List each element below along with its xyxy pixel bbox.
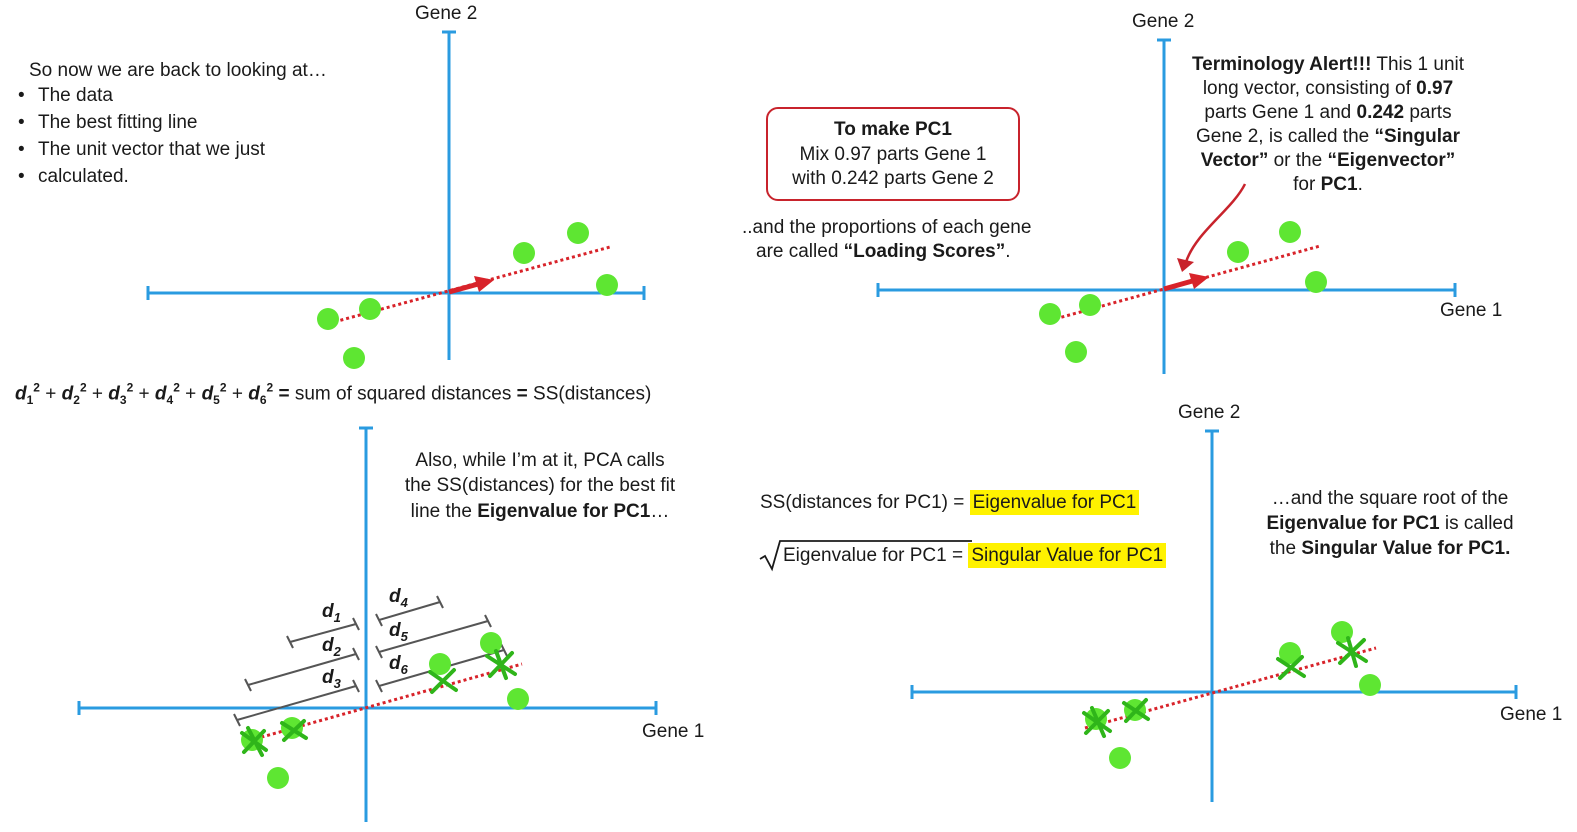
box-title: To make PC1 [834, 119, 952, 140]
panel-top-right [876, 38, 1457, 374]
singular-note-line: …and the square root of the [1271, 488, 1509, 509]
x-mark [1336, 636, 1368, 668]
data-point [343, 347, 365, 369]
data-point [513, 242, 535, 264]
alert-line: long vector, consisting of 0.97 [1202, 78, 1454, 99]
data-point [1359, 674, 1381, 696]
sqrt-symbol [759, 540, 972, 572]
data-point [1227, 241, 1249, 263]
box-line: with 0.242 parts Gene 2 [792, 168, 994, 189]
bracket-d2 [244, 647, 360, 692]
data-point [1079, 294, 1101, 316]
bullet-item: The unit vector that we just [16, 136, 265, 163]
x-axis-label: Gene 1 [1440, 300, 1503, 321]
data-point [1279, 642, 1301, 664]
alert-line: Gene 2, is called the “Singular [1195, 126, 1460, 147]
x-mark [485, 649, 517, 680]
formula-middle: sum of squared distances [289, 383, 517, 405]
ss-formula: d12 + d22 + d32 + d42 + d52 + d62 = sum … [15, 381, 652, 408]
unit-vector-arrow [448, 280, 483, 295]
unit-vector-arrowhead [474, 276, 494, 292]
bullet-item: The best fitting line [16, 109, 265, 136]
data-point [359, 298, 381, 320]
unit-vector-arrow [1163, 277, 1197, 292]
singular-value-equation: Eigenvalue for PC1 = Singular Value for … [783, 543, 1167, 568]
data-point [1279, 221, 1301, 243]
y-axis [1205, 429, 1219, 802]
data-point [1065, 341, 1087, 363]
data-point [480, 632, 502, 654]
data-point [596, 274, 618, 296]
data-point [1305, 271, 1327, 293]
bullet-item: The data [16, 82, 265, 109]
label-d1: d1 [322, 601, 341, 625]
x-mark [428, 668, 458, 694]
data-point [507, 688, 529, 710]
label-d3: d3 [322, 667, 342, 691]
loading-text-line1: ..and the proportions of each gene [742, 217, 1032, 238]
bullet-list: The data The best fitting line The unit … [16, 82, 265, 190]
box-line: Mix 0.97 parts Gene 1 [799, 144, 987, 165]
data-point [567, 222, 589, 244]
x-axis-label: Gene 1 [642, 721, 705, 742]
x-mark [240, 726, 268, 757]
x-axis [146, 286, 646, 300]
alert-line: parts Gene 1 and 0.242 parts [1204, 102, 1452, 123]
singular-note-line: the Singular Value for PC1. [1269, 538, 1511, 559]
data-point [1039, 303, 1061, 325]
data-point [1109, 747, 1131, 769]
alert-line: Vector” or the “Eigenvector” [1200, 150, 1456, 171]
eigenvalue-highlight: Eigenvalue for PC1 [969, 490, 1140, 515]
data-point [317, 308, 339, 330]
singular-note-line: Eigenvalue for PC1 is called [1266, 513, 1514, 534]
projection-marks [240, 649, 517, 757]
bullet-item-continuation: calculated. [16, 163, 265, 190]
x-mark [1082, 706, 1112, 738]
loading-text-line2: are called “Loading Scores”. [756, 241, 1011, 262]
eigen-note-line: Also, while I’m at it, PCA calls [415, 450, 665, 471]
bracket-d4 [375, 595, 444, 627]
projection-marks [1082, 636, 1368, 738]
y-axis [359, 426, 373, 822]
panel-top-left [146, 30, 646, 369]
formula-right: SS(distances) [527, 383, 652, 405]
panel-bottom-left: d1 d2 d3 d4 d5 d6 [77, 426, 658, 822]
data-point [267, 767, 289, 789]
eigen-note-line: the SS(distances) for the best fit [404, 475, 676, 496]
bracket-d1 [286, 617, 360, 649]
label-d5: d5 [389, 620, 409, 644]
eigen-note-line: line the Eigenvalue for PC1… [410, 501, 670, 522]
x-mark [280, 719, 308, 742]
label-d4: d4 [389, 586, 409, 610]
unit-vector-arrowhead [1189, 273, 1209, 289]
y-axis [442, 30, 456, 360]
bracket-d5 [375, 614, 492, 659]
y-axis-label: Gene 2 [415, 3, 478, 24]
y-axis-label: Gene 2 [1178, 402, 1241, 423]
alert-line: Terminology Alert!!! This 1 unit [1191, 54, 1465, 75]
singular-value-highlight: Singular Value for PC1 [968, 543, 1167, 568]
intro-text: So now we are back to looking at… [29, 60, 327, 81]
bracket-d3 [233, 679, 360, 727]
callout-arrow [1184, 183, 1247, 263]
pc1-recipe-box: To make PC1 Mix 0.97 parts Gene 1 with 0… [766, 107, 1020, 201]
x-axis-label: Gene 1 [1500, 704, 1563, 725]
x-mark [1122, 698, 1150, 723]
label-d2: d2 [322, 635, 342, 659]
eigenvalue-equation: SS(distances for PC1) = Eigenvalue for P… [760, 490, 1140, 515]
x-mark [1276, 655, 1306, 680]
label-d6: d6 [389, 653, 409, 677]
y-axis-label: Gene 2 [1132, 11, 1195, 32]
callout-arrowhead [1177, 258, 1194, 272]
panel-bottom-right [759, 429, 1518, 802]
y-axis [1157, 38, 1171, 374]
alert-line: for PC1. [1293, 174, 1363, 195]
data-point [429, 653, 451, 675]
